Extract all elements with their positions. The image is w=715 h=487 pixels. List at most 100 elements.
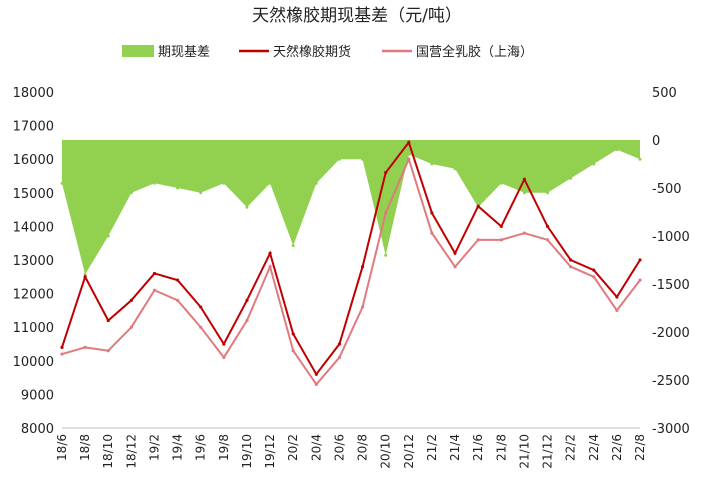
legend-label-basis: 期现基差: [158, 45, 210, 60]
futures-point: [337, 342, 342, 346]
x-tick-label: 19/4: [171, 434, 185, 461]
x-tick-label: 19/2: [147, 434, 161, 461]
y-left-tick-label: 18000: [13, 86, 54, 101]
y-left-tick-label: 17000: [13, 120, 54, 135]
spot-line: [61, 156, 641, 386]
spot-point: [199, 325, 203, 329]
spot-point: [592, 275, 596, 279]
x-tick-label: 20/8: [356, 434, 370, 461]
futures-point: [268, 251, 272, 255]
basis-point: [407, 152, 411, 156]
y-axis-left: 8000 9000 10000 11000 12000 13000 14000 15000 16…: [13, 86, 54, 437]
basis-point: [291, 244, 295, 248]
y-left-tick-label: 14000: [13, 220, 54, 235]
basis-point: [268, 181, 272, 185]
basis-point: [129, 191, 133, 195]
spot-point: [430, 231, 434, 235]
x-tick-label: 20/2: [286, 434, 300, 461]
x-tick-label: 20/6: [332, 434, 346, 461]
basis-point: [592, 162, 596, 166]
futures-point: [106, 318, 110, 323]
spot-point: [522, 231, 527, 235]
basis-area: [62, 140, 640, 275]
legend-label-spot: 国营全乳胶（上海）: [416, 44, 533, 60]
spot-point: [360, 305, 365, 309]
x-tick-label: 21/10: [517, 434, 531, 469]
y-left-tick-label: 15000: [13, 187, 54, 202]
basis-point: [522, 191, 526, 195]
x-tick-label: 21/12: [541, 434, 555, 469]
x-tick-label: 19/12: [263, 434, 277, 469]
spot-point: [268, 265, 272, 269]
y-right-tick-label: -2500: [652, 374, 690, 389]
x-tick-label: 18/6: [55, 434, 69, 461]
futures-point: [199, 305, 203, 309]
x-tick-label: 20/10: [379, 434, 393, 469]
spot-point: [545, 238, 550, 242]
futures-point: [545, 224, 550, 228]
x-tick-label: 20/4: [309, 434, 323, 461]
x-tick-label: 19/10: [240, 434, 254, 469]
chart-title: 天然橡胶期现基差（元/吨）: [252, 6, 462, 26]
x-tick-label: 22/8: [633, 434, 647, 461]
basis-point: [361, 157, 365, 161]
futures-point: [83, 275, 87, 279]
legend-swatch-basis: [122, 45, 154, 57]
x-tick-label: 21/8: [494, 434, 508, 461]
y-right-tick-label: 500: [652, 86, 677, 101]
futures-point: [129, 298, 133, 302]
x-tick-label: 18/12: [124, 434, 138, 469]
y-right-tick-label: -3000: [652, 422, 690, 437]
y-right-tick-label: -1500: [652, 278, 690, 293]
y-right-tick-label: 0: [652, 134, 660, 149]
basis-point: [384, 253, 388, 257]
futures-point: [569, 258, 573, 262]
spot-point: [222, 355, 226, 360]
x-tick-label: 22/4: [587, 434, 601, 461]
y-right-tick-label: -1000: [652, 230, 690, 245]
spot-point: [569, 265, 573, 269]
basis-point: [314, 181, 318, 185]
x-tick-label: 22/6: [610, 434, 624, 461]
futures-point: [453, 251, 457, 255]
basis-point: [430, 162, 434, 166]
spot-point: [407, 157, 411, 161]
basis-point: [83, 272, 87, 276]
basis-point: [199, 191, 203, 195]
basis-point: [222, 181, 226, 185]
spot-point: [176, 298, 180, 302]
spot-point: [60, 352, 64, 356]
basis-point: [337, 157, 341, 161]
x-tick-label: 19/6: [194, 434, 208, 461]
basis-point: [453, 167, 457, 171]
spot-point: [615, 308, 619, 312]
y-right-tick-label: -500: [652, 182, 682, 197]
spot-point: [83, 345, 87, 349]
spot-point: [291, 349, 295, 353]
basis-point: [615, 148, 619, 152]
basis-point: [638, 157, 642, 161]
y-axis-right: -3000 -2500 -2000 -1500 -1000 -500 0 500: [652, 86, 690, 437]
spot-point: [384, 211, 388, 215]
spot-point: [337, 355, 342, 360]
futures-point: [522, 177, 527, 181]
x-tick-label: 21/6: [471, 434, 485, 461]
y-left-tick-label: 12000: [13, 288, 54, 303]
futures-point: [384, 171, 388, 175]
spot-point: [106, 349, 110, 353]
basis-area-series: [60, 140, 642, 276]
basis-point: [176, 186, 180, 190]
futures-point: [60, 345, 64, 349]
futures-point: [499, 224, 503, 228]
spot-point: [499, 238, 503, 242]
price-line-series: [60, 140, 642, 386]
spot-point: [245, 318, 249, 323]
basis-point: [152, 181, 156, 185]
y-left-tick-label: 11000: [13, 321, 54, 336]
futures-point: [592, 268, 596, 272]
futures-point: [314, 372, 318, 376]
x-tick-label: 21/2: [425, 434, 439, 461]
futures-point: [407, 140, 411, 144]
legend-label-futures: 天然橡胶期货: [273, 44, 351, 60]
